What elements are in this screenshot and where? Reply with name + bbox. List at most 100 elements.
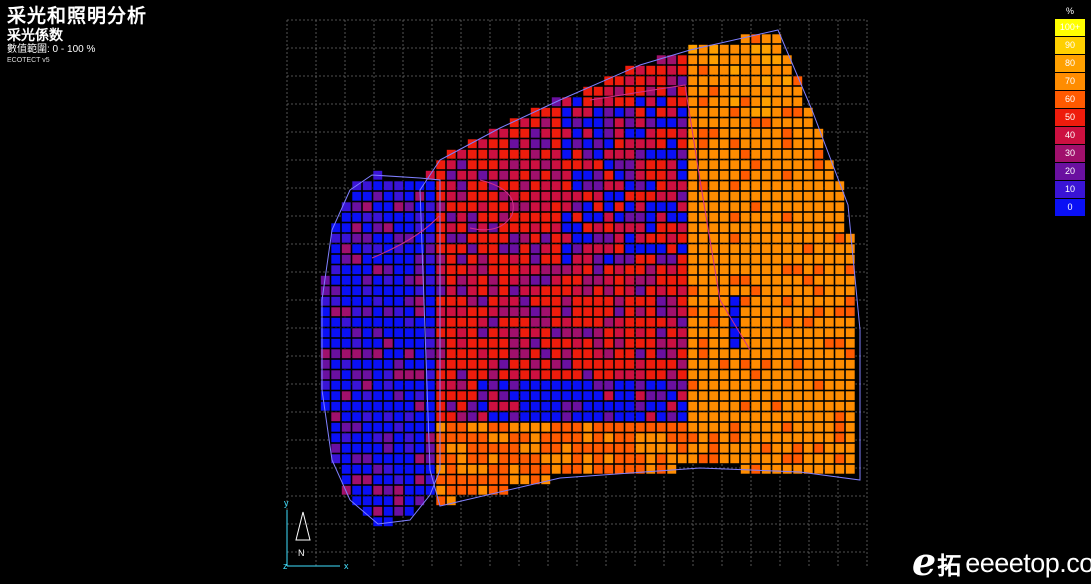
analysis-cell	[572, 359, 583, 370]
analysis-cell	[719, 338, 730, 349]
analysis-cell	[645, 170, 656, 181]
header: 采光和照明分析 采光係数 數值範圍: 0 - 100 % ECOTECT v5	[7, 5, 147, 65]
analysis-cell	[666, 443, 677, 454]
analysis-cell	[561, 264, 572, 275]
analysis-cell	[824, 306, 835, 317]
analysis-cell	[698, 432, 709, 443]
analysis-cell	[393, 285, 404, 296]
analysis-cell	[771, 264, 782, 275]
analysis-cell	[708, 317, 719, 328]
analysis-cell	[834, 264, 845, 275]
analysis-cell	[761, 443, 772, 454]
analysis-cell	[362, 359, 373, 370]
analysis-cell	[603, 191, 614, 202]
analysis-cell	[383, 222, 394, 233]
analysis-cell	[677, 359, 688, 370]
analysis-cell	[666, 390, 677, 401]
analysis-cell	[698, 275, 709, 286]
analysis-cell	[477, 201, 488, 212]
analysis-cell	[729, 422, 740, 433]
analysis-cell	[624, 348, 635, 359]
analysis-cell	[351, 191, 362, 202]
analysis-cell	[593, 401, 604, 412]
analysis-cell	[572, 128, 583, 139]
analysis-cell	[740, 44, 751, 55]
analysis-cell	[677, 138, 688, 149]
analysis-cell	[330, 296, 341, 307]
analysis-cell	[572, 306, 583, 317]
analysis-cell	[477, 296, 488, 307]
analysis-cell	[708, 380, 719, 391]
analysis-cell	[383, 369, 394, 380]
analysis-cell	[834, 233, 845, 244]
legend-item-70: 70	[1055, 73, 1085, 90]
analysis-cell	[530, 369, 541, 380]
analysis-cell	[614, 327, 625, 338]
analysis-cell	[393, 296, 404, 307]
analysis-cell	[708, 107, 719, 118]
analysis-cell	[792, 107, 803, 118]
analysis-cell	[782, 422, 793, 433]
analysis-cell	[729, 390, 740, 401]
analysis-cell	[624, 107, 635, 118]
analysis-cell	[824, 212, 835, 223]
analysis-cell	[614, 380, 625, 391]
analysis-cell	[813, 401, 824, 412]
analysis-cell	[582, 264, 593, 275]
analysis-cell	[771, 222, 782, 233]
analysis-cell	[635, 138, 646, 149]
analysis-cell	[708, 275, 719, 286]
analysis-cell	[572, 243, 583, 254]
analysis-cell	[498, 222, 509, 233]
analysis-cell	[530, 254, 541, 265]
analysis-cell	[519, 422, 530, 433]
analysis-cell	[383, 191, 394, 202]
analysis-cell	[656, 317, 667, 328]
analysis-cell	[603, 107, 614, 118]
analysis-cell	[582, 443, 593, 454]
analysis-cell	[530, 243, 541, 254]
analysis-cell	[656, 264, 667, 275]
analysis-cell	[698, 75, 709, 86]
analysis-cell	[362, 474, 373, 485]
building-outline	[321, 29, 861, 525]
analysis-cell	[771, 359, 782, 370]
analysis-cell	[645, 432, 656, 443]
analysis-cell	[740, 296, 751, 307]
analysis-cell	[330, 390, 341, 401]
analysis-cell	[813, 296, 824, 307]
analysis-cell	[467, 432, 478, 443]
analysis-cell	[687, 338, 698, 349]
analysis-cell	[540, 422, 551, 433]
analysis-cell	[719, 96, 730, 107]
analysis-cell	[813, 222, 824, 233]
analysis-cell	[519, 474, 530, 485]
analysis-cell	[813, 306, 824, 317]
analysis-cell	[362, 411, 373, 422]
analysis-cell	[729, 411, 740, 422]
analysis-cell	[488, 327, 499, 338]
analysis-cell	[824, 243, 835, 254]
analysis-cell	[425, 233, 436, 244]
analysis-cell	[593, 128, 604, 139]
analysis-cell	[782, 285, 793, 296]
analysis-cell	[666, 306, 677, 317]
analysis-cell	[771, 201, 782, 212]
analysis-cell	[803, 306, 814, 317]
analysis-cell	[582, 243, 593, 254]
analysis-cell	[446, 432, 457, 443]
analysis-cell	[750, 180, 761, 191]
analysis-cell	[782, 128, 793, 139]
analysis-cell	[614, 191, 625, 202]
north-arrow-icon	[295, 511, 311, 541]
analysis-cell	[446, 390, 457, 401]
analysis-cell	[771, 254, 782, 265]
analysis-cell	[582, 222, 593, 233]
analysis-cell	[488, 264, 499, 275]
analysis-cell	[813, 422, 824, 433]
analysis-cell	[845, 422, 856, 433]
analysis-cell	[834, 390, 845, 401]
analysis-cell	[414, 338, 425, 349]
analysis-cell	[414, 422, 425, 433]
analysis-cell	[813, 275, 824, 286]
